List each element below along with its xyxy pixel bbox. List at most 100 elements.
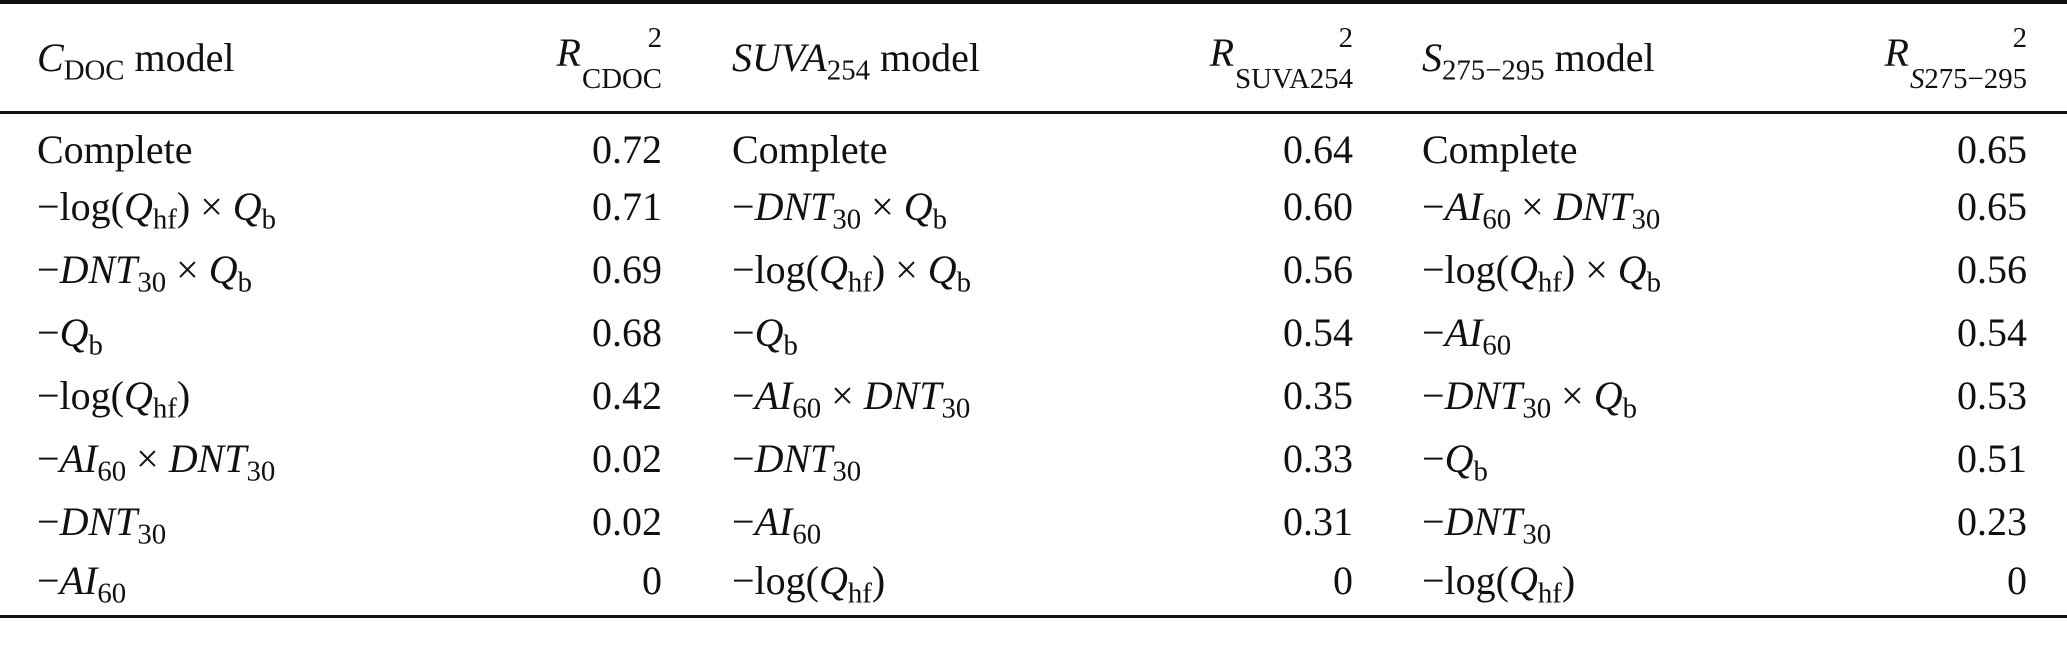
- subscript: 60: [1482, 203, 1512, 236]
- italic-symbol: AI: [754, 373, 793, 418]
- subscript: b: [956, 266, 972, 299]
- text-segment: ): [1561, 558, 1576, 604]
- italic-symbol: Q: [208, 247, 238, 292]
- subscript: b: [1646, 266, 1662, 299]
- r2-value-cell: 0: [1333, 558, 1353, 604]
- model-cell: −log(Qhf) × Qb: [689, 238, 1034, 301]
- table-row: −log(Qhf) 0.42 −AI60 × DNT30 0.35 −DNT30 × Q…: [0, 364, 2067, 427]
- model-cell: −log(Qhf): [689, 553, 1034, 616]
- italic-symbol: AI: [754, 499, 793, 544]
- italic-symbol: DNT: [863, 373, 942, 418]
- text-segment: ×: [1551, 373, 1594, 418]
- model-cell: −AI60: [0, 553, 345, 616]
- text-segment: −: [1422, 373, 1445, 418]
- italic-symbol: Q: [124, 184, 153, 229]
- r2-value-cell: 0: [2007, 558, 2027, 604]
- r2-value-cell: 0.53: [1957, 373, 2027, 418]
- italic-symbol: R: [556, 30, 581, 76]
- italic-symbol: Q: [59, 310, 89, 355]
- italic-symbol: Q: [1509, 558, 1538, 604]
- header-row: CDOC model R 2 CDOC SUVA254 model R 2 SUVA254 S2…: [0, 2, 2067, 112]
- text-segment: −log(: [37, 373, 124, 418]
- italic-symbol: AI: [59, 436, 98, 481]
- model-cell: −Qb: [689, 301, 1034, 364]
- model-cell: −AI60 × DNT30: [0, 427, 345, 490]
- subscript: hf: [1537, 266, 1562, 299]
- r2-model-table: CDOC model R 2 CDOC SUVA254 model R 2 SUVA254 S2…: [0, 2, 2067, 616]
- r2-value-cell: 0.51: [1957, 436, 2027, 481]
- text-segment: −: [732, 436, 755, 481]
- r2-value-cell: 0.65: [1957, 184, 2027, 229]
- subscript: 60: [1482, 329, 1512, 362]
- italic-symbol: Q: [124, 373, 153, 418]
- model-cell: −DNT30: [689, 427, 1034, 490]
- text-segment: −log(: [732, 247, 819, 292]
- italic-symbol: DNT: [1553, 184, 1632, 229]
- italic-symbol: SUVA: [732, 34, 827, 80]
- subscript: 30: [137, 518, 167, 551]
- text-segment: −: [37, 499, 60, 544]
- model-cell: −DNT30 × Qb: [689, 175, 1034, 238]
- text-segment: −: [37, 436, 60, 481]
- subscript: hf: [152, 392, 177, 425]
- subscript: b: [932, 203, 948, 236]
- r2-value-cell: 0.69: [592, 247, 662, 292]
- subscript: 275−295: [1442, 54, 1545, 87]
- subscript: 60: [792, 518, 822, 551]
- italic-symbol: R: [1884, 30, 1909, 76]
- italic-symbol: Q: [232, 184, 262, 229]
- superscript: 2: [2012, 22, 2027, 55]
- italic-symbol: S: [1909, 63, 1925, 96]
- text-segment: ) ×: [1561, 247, 1618, 292]
- model-cell: −log(Qhf) × Qb: [0, 175, 345, 238]
- text-segment: ) ×: [176, 184, 233, 229]
- text-segment: −: [37, 310, 60, 355]
- subscript: b: [88, 329, 103, 362]
- model-cell: −log(Qhf): [0, 364, 345, 427]
- italic-symbol: S: [1422, 34, 1442, 80]
- text-segment: −: [37, 247, 60, 292]
- column-header: R 2 S275−295: [1723, 2, 2067, 112]
- r2-value-cell: 0.33: [1283, 436, 1353, 481]
- text-segment: model: [124, 34, 235, 80]
- text-segment: ×: [126, 436, 169, 481]
- sup-sub-stack: 2 SUVA254: [1235, 24, 1353, 93]
- subscript: b: [1622, 392, 1638, 425]
- model-cell: −AI60 × DNT30: [689, 364, 1034, 427]
- table-header: CDOC model R 2 CDOC SUVA254 model R 2 SUVA254 S2…: [0, 2, 2067, 112]
- r2-value-cell: 0.72: [592, 126, 662, 172]
- text-segment: ) ×: [871, 247, 928, 292]
- text-segment: −: [1422, 184, 1445, 229]
- subscript: 30: [832, 203, 862, 236]
- r2-value-cell: 0.64: [1283, 126, 1353, 172]
- table-row: −log(Qhf) × Qb 0.71 −DNT30 × Qb 0.60 −AI60 ×…: [0, 175, 2067, 238]
- r2-value-cell: 0.68: [592, 310, 662, 355]
- table-row: −DNT30 × Qb 0.69 −log(Qhf) × Qb 0.56 −log(Qh…: [0, 238, 2067, 301]
- subscript: 30: [246, 455, 276, 488]
- text-segment: model: [1544, 34, 1655, 80]
- subscript: 30: [1522, 518, 1552, 551]
- model-cell: −Qb: [0, 301, 345, 364]
- model-cell: −DNT30: [0, 490, 345, 553]
- model-cell: Complete: [0, 112, 345, 175]
- r2-value-cell: 0.54: [1283, 310, 1353, 355]
- r2-value-cell: 0.02: [592, 499, 662, 544]
- subscript: hf: [152, 203, 177, 236]
- subscript: 30: [137, 266, 167, 299]
- text-segment: Complete: [37, 126, 193, 172]
- r2-value-cell: 0.56: [1283, 247, 1353, 292]
- r2-value-cell: 0.31: [1283, 499, 1353, 544]
- column-header: SUVA254 model: [689, 2, 1034, 112]
- text-segment: −log(: [732, 558, 819, 604]
- r2-value-cell: 0.65: [1957, 126, 2027, 172]
- subscript: 30: [832, 455, 862, 488]
- r2-value-cell: 0.42: [592, 373, 662, 418]
- subscript: hf: [1537, 577, 1562, 610]
- subscript: b: [783, 329, 798, 362]
- text-segment: ): [871, 558, 886, 604]
- italic-symbol: Q: [1444, 436, 1474, 481]
- model-cell: −AI60 × DNT30: [1378, 175, 1723, 238]
- subscript: b: [261, 203, 277, 236]
- text-segment: −: [732, 184, 755, 229]
- sup-sub-stack: 2 CDOC: [582, 24, 662, 93]
